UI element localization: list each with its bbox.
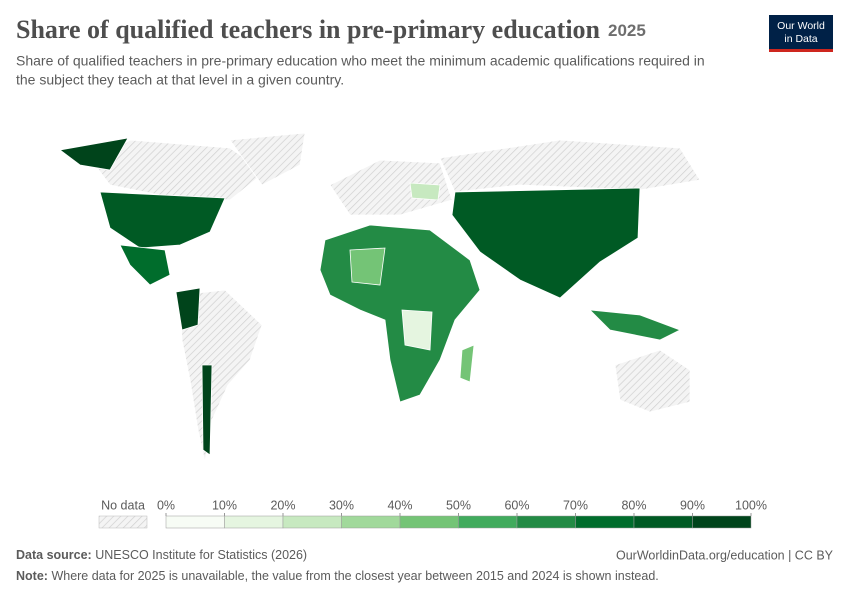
source: Data source: UNESCO Institute for Statis… <box>16 548 307 562</box>
url[interactable]: OurWorldinData.org/education | CC BY <box>616 548 834 562</box>
region <box>201 364 213 456</box>
legend-bin <box>692 515 752 529</box>
source-label: Data source: <box>16 548 92 562</box>
legend-no-data: No data <box>101 498 145 512</box>
legend-bin <box>516 515 576 529</box>
legend-tick-label: 0% <box>157 498 175 512</box>
legend-bin <box>633 515 693 529</box>
logo-box <box>769 15 833 52</box>
legend-bin <box>224 515 284 529</box>
legend-tick-label: 50% <box>446 498 471 512</box>
region <box>439 139 701 193</box>
note-label: Note: <box>16 569 48 583</box>
legend-bin <box>575 515 635 529</box>
source-text: UNESCO Institute for Statistics (2026) <box>95 548 307 562</box>
logo-text: Our World <box>777 20 825 32</box>
region <box>329 159 453 216</box>
note-text: Where data for 2025 is unavailable, the … <box>51 569 658 583</box>
logo[interactable]: Our World in Data <box>769 15 833 52</box>
legend-bin <box>165 515 225 529</box>
region <box>99 191 226 249</box>
title: Share of qualified teachers in pre-prima… <box>16 15 646 44</box>
legend-tick-label: 10% <box>212 498 237 512</box>
legend-bin <box>282 515 342 529</box>
note: Note: Where data for 2025 is unavailable… <box>16 569 659 583</box>
legend-tick-label: 90% <box>680 498 705 512</box>
region <box>59 137 129 171</box>
subtitle: the subject they teach at that level in … <box>16 72 344 88</box>
legend-bin <box>458 515 518 529</box>
legend-bin <box>399 515 459 529</box>
title-text: Share of qualified teachers in pre-prima… <box>16 15 601 44</box>
legend-bin <box>341 515 401 529</box>
legend-tick-label: 80% <box>621 498 646 512</box>
legend-tick-label: 40% <box>387 498 412 512</box>
region <box>175 287 201 331</box>
region <box>229 132 306 186</box>
legend: No data 0% 10% 20% 30% 40% 50% 60% 70% 80% 90% 100… <box>98 498 767 529</box>
legend-tick-label: 70% <box>563 498 588 512</box>
region <box>319 224 481 403</box>
logo-bar <box>769 49 833 52</box>
region <box>119 244 171 286</box>
region <box>614 349 691 413</box>
legend-tick-label: 30% <box>329 498 354 512</box>
map <box>59 132 701 463</box>
region <box>588 309 681 341</box>
region <box>409 182 441 201</box>
region <box>179 289 263 463</box>
legend-no-data-swatch <box>98 515 148 529</box>
region <box>349 247 386 286</box>
region <box>401 309 433 351</box>
legend-tick-label: 100% <box>735 498 767 512</box>
legend-tick-label: 60% <box>504 498 529 512</box>
legend-tick-label: 20% <box>270 498 295 512</box>
subtitle: Share of qualified teachers in pre-prima… <box>16 53 705 69</box>
region <box>451 187 641 299</box>
region <box>459 344 475 383</box>
logo-text: in Data <box>784 33 817 45</box>
year: 2025 <box>608 21 646 40</box>
